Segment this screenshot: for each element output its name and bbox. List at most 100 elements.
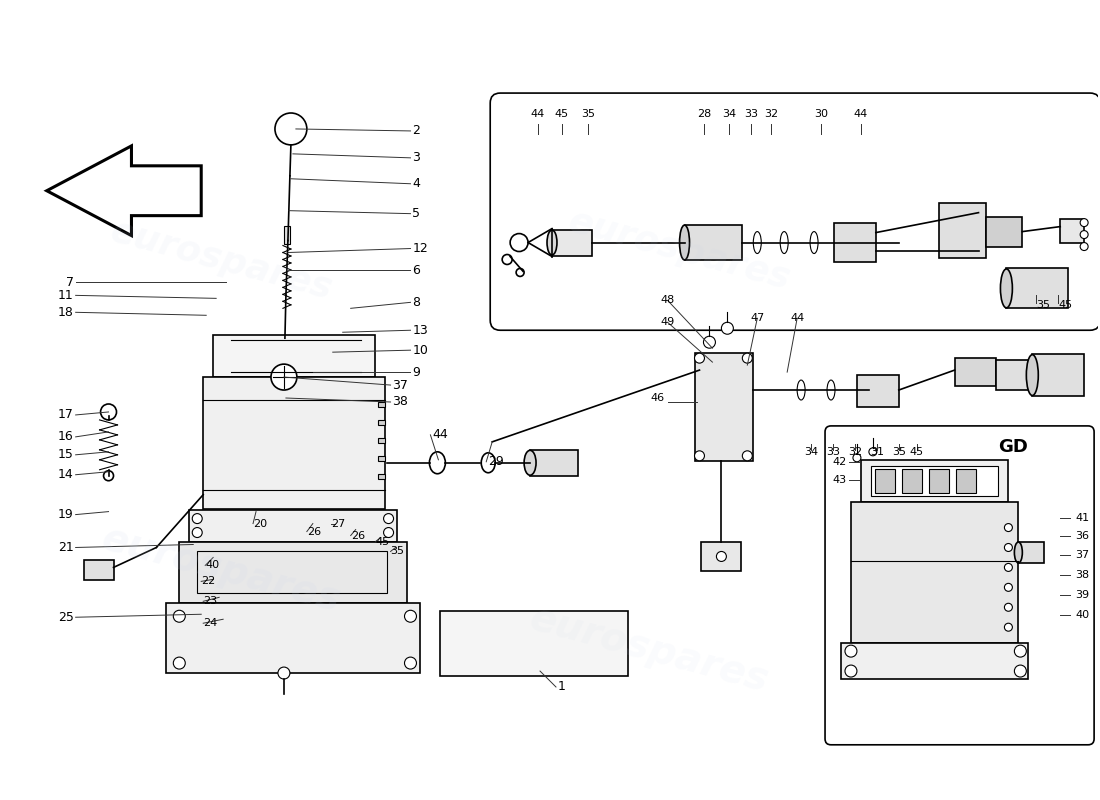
Text: 43: 43 [833,474,847,485]
Circle shape [704,336,715,348]
Text: 45: 45 [375,537,389,546]
Text: 33: 33 [745,109,758,119]
Text: 39: 39 [1075,590,1089,600]
Text: GD: GD [999,438,1028,456]
Circle shape [174,657,185,669]
Circle shape [516,269,524,277]
Circle shape [869,448,877,456]
Text: 1: 1 [558,681,565,694]
Bar [1060,218,1085,242]
Text: 10: 10 [412,344,428,357]
Ellipse shape [1014,542,1022,563]
Bar [377,402,385,407]
Text: 49: 49 [660,318,674,327]
Bar [874,469,894,493]
Text: 12: 12 [412,242,428,255]
Bar [84,561,113,580]
Ellipse shape [754,231,761,254]
Text: 35: 35 [1036,300,1050,310]
Bar [851,502,1019,643]
Text: 32: 32 [764,109,779,119]
Circle shape [1080,218,1088,226]
Text: 34: 34 [804,447,818,457]
Ellipse shape [524,450,536,475]
Ellipse shape [1026,354,1038,395]
Text: 14: 14 [58,468,74,482]
Circle shape [384,527,394,538]
Circle shape [278,667,290,679]
Text: 13: 13 [412,324,428,337]
Text: 37: 37 [393,378,408,391]
Bar [684,225,743,261]
Circle shape [103,470,113,481]
Bar [179,542,407,603]
Text: 22: 22 [201,576,216,586]
Text: 33: 33 [826,447,840,457]
Text: 46: 46 [650,393,664,403]
Text: 9: 9 [412,366,420,378]
Text: 45: 45 [554,109,569,119]
Text: 11: 11 [58,289,74,302]
Circle shape [503,254,513,265]
Circle shape [852,454,861,462]
Text: 40: 40 [206,561,219,570]
Ellipse shape [780,231,789,254]
Text: 48: 48 [660,295,674,306]
Circle shape [174,610,185,622]
Bar [702,542,741,571]
Text: 20: 20 [253,518,267,529]
Circle shape [845,665,857,677]
Circle shape [1004,543,1012,551]
Bar [1032,354,1085,396]
Text: 41: 41 [1075,513,1089,522]
Circle shape [1014,665,1026,677]
Text: 26: 26 [307,526,321,537]
Text: 16: 16 [58,430,74,443]
Bar [440,611,628,676]
Text: 29: 29 [488,455,504,468]
Text: 17: 17 [58,409,74,422]
Bar [857,375,899,407]
Bar [902,469,922,493]
Circle shape [405,657,417,669]
Circle shape [742,353,752,363]
Text: 45: 45 [910,447,924,457]
Bar [861,460,1009,502]
Bar [166,603,420,673]
Bar [956,469,976,493]
Text: 5: 5 [412,207,420,220]
Ellipse shape [547,230,557,255]
Circle shape [271,364,297,390]
Bar [377,438,385,443]
Bar [284,226,290,243]
Text: 37: 37 [1075,550,1089,561]
Circle shape [722,322,734,334]
Text: 35: 35 [892,447,905,457]
Text: 35: 35 [581,109,595,119]
Text: 35: 35 [390,546,405,557]
Circle shape [694,353,704,363]
Circle shape [1004,583,1012,591]
Bar [377,420,385,425]
Text: 4: 4 [412,178,420,190]
Bar [1006,269,1068,308]
Bar [928,469,948,493]
Bar [189,510,396,542]
Ellipse shape [429,452,446,474]
Bar [938,202,987,258]
Text: eurospares: eurospares [98,519,344,619]
Circle shape [405,610,417,622]
Bar [871,466,999,496]
Ellipse shape [481,453,495,473]
Text: 38: 38 [393,395,408,409]
Circle shape [1004,623,1012,631]
Bar [834,222,876,262]
Ellipse shape [827,380,835,400]
Text: 23: 23 [204,596,218,606]
Text: 19: 19 [58,508,74,521]
Ellipse shape [798,380,805,400]
Circle shape [1080,230,1088,238]
Text: 8: 8 [412,296,420,309]
Text: 30: 30 [814,109,828,119]
Text: 34: 34 [723,109,736,119]
